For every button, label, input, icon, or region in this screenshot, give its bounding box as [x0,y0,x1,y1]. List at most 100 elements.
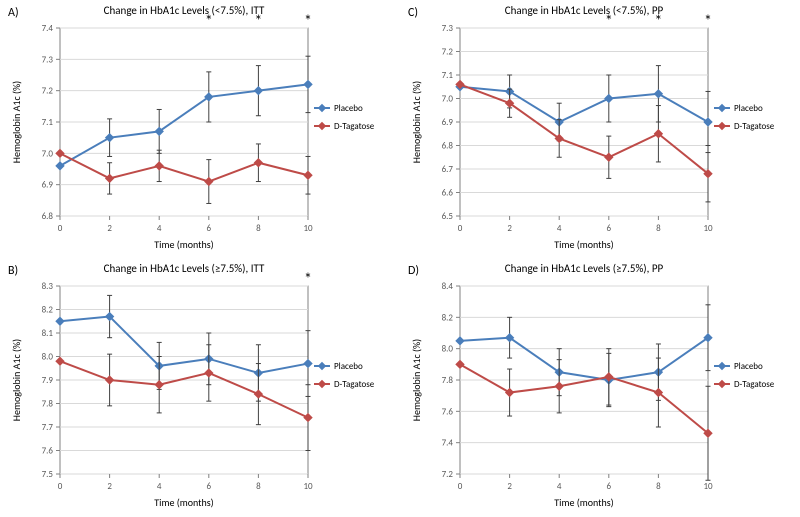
ylabel: Hemoglobin A1c (%) [410,339,423,421]
chart-title: Change in HbA1c Levels (<7.5%), ITT [104,4,265,17]
significance-marker: * [304,12,312,31]
ytick-label: 7.3 [442,23,454,34]
ytick-label: 7.8 [42,399,54,410]
ytick-label: 7.5 [42,469,54,480]
ytick-label: 8.0 [42,352,54,363]
legend-label: Placebo [334,361,363,372]
xtick-label: 2 [507,481,512,492]
xtick-label: 6 [207,481,212,492]
xlabel: Time (months) [154,496,213,509]
marker-d-tagatose [605,153,613,161]
significance-marker: * [205,12,213,31]
xlabel: Time (months) [554,496,613,509]
ytick-label: 6.9 [442,117,454,128]
ytick-label: 7.8 [442,375,454,386]
marker-d-tagatose [155,162,163,170]
legend-label: Placebo [334,103,363,114]
ylabel: Hemoglobin A1c (%) [10,339,23,421]
xtick-label: 0 [458,223,463,234]
significance-marker: * [304,270,312,289]
marker-d-tagatose [456,360,464,368]
xtick-label: 8 [656,223,661,234]
panel-letter: C) [408,6,418,20]
legend-label: D-Tagatose [334,121,375,132]
ytick-label: 7.1 [42,117,54,128]
xtick-label: 4 [157,481,162,492]
ytick-label: 7.6 [42,446,54,457]
marker-placebo [605,95,613,103]
ytick-label: 7.9 [42,375,54,386]
legend-label: Placebo [734,361,763,372]
ytick-label: 6.9 [42,180,54,191]
xtick-label: 2 [507,223,512,234]
ytick-label: 7.6 [442,406,454,417]
marker-d-tagatose [304,414,312,422]
xlabel: Time (months) [154,238,213,251]
significance-marker: * [654,12,662,31]
xtick-label: 10 [703,223,713,234]
ytick-label: 7.4 [442,438,454,449]
xtick-label: 10 [703,481,713,492]
series-line-d-tagatose [460,364,708,433]
ytick-label: 8.4 [442,281,454,292]
marker-placebo [304,360,312,368]
marker-placebo [456,337,464,345]
panel-a: A)Change in HbA1c Levels (<7.5%), ITT6.8… [0,0,400,258]
xtick-label: 6 [207,223,212,234]
marker-placebo [106,134,114,142]
xtick-label: 10 [303,223,313,234]
ytick-label: 6.8 [442,141,454,152]
figure-grid: A)Change in HbA1c Levels (<7.5%), ITT6.8… [0,0,800,517]
ytick-label: 6.7 [442,164,454,175]
xtick-label: 0 [58,223,63,234]
xtick-label: 8 [256,223,261,234]
panel-letter: D) [408,264,419,278]
marker-d-tagatose [205,369,213,377]
panel-b: B)Change in HbA1c Levels (≥7.5%), ITT7.5… [0,258,400,516]
marker-d-tagatose [254,159,262,167]
marker-placebo [654,90,662,98]
marker-placebo [254,87,262,95]
ytick-label: 7.0 [42,148,54,159]
ytick-label: 6.5 [442,211,454,222]
panel-c: C) Change in HbA1c Levels (<7.5%), PP 6.5 6… [400,0,800,258]
xtick-label: 4 [557,481,562,492]
legend-label: D-Tagatose [734,121,775,132]
marker-d-tagatose [106,174,114,182]
xtick-label: 8 [256,481,261,492]
marker-d-tagatose [56,149,64,157]
xtick-label: 0 [58,481,63,492]
significance-marker: * [704,12,712,31]
xtick-label: 2 [107,223,112,234]
ytick-label: 7.4 [42,23,54,34]
legend-label: D-Tagatose [734,379,775,390]
marker-placebo [56,317,64,325]
significance-marker: * [605,12,613,31]
ytick-label: 8.1 [42,328,54,339]
significance-marker: * [254,12,262,31]
ytick-label: 6.6 [442,188,454,199]
ytick-label: 8.0 [442,344,454,355]
xtick-label: 6 [607,481,612,492]
xtick-label: 6 [607,223,612,234]
marker-placebo [304,80,312,88]
ylabel: Hemoglobin A1c (%) [410,81,423,163]
xtick-label: 0 [458,481,463,492]
marker-d-tagatose [506,389,514,397]
marker-placebo [704,118,712,126]
ytick-label: 7.2 [442,47,454,58]
xlabel: Time (months) [554,238,613,251]
legend-label: Placebo [734,103,763,114]
series-line-placebo [460,87,708,122]
marker-d-tagatose [155,381,163,389]
ytick-label: 7.0 [442,94,454,105]
ytick-label: 7.2 [42,86,54,97]
chart-title: Change in HbA1c Levels (≥7.5%), ITT [104,262,265,275]
xtick-label: 10 [303,481,313,492]
marker-d-tagatose [254,390,262,398]
ytick-label: 7.3 [42,54,54,65]
series-line-placebo [460,338,708,380]
xtick-label: 4 [157,223,162,234]
chart-title: Change in HbA1c Levels (<7.5%), PP [505,4,664,17]
series-line-d-tagatose [60,153,308,181]
